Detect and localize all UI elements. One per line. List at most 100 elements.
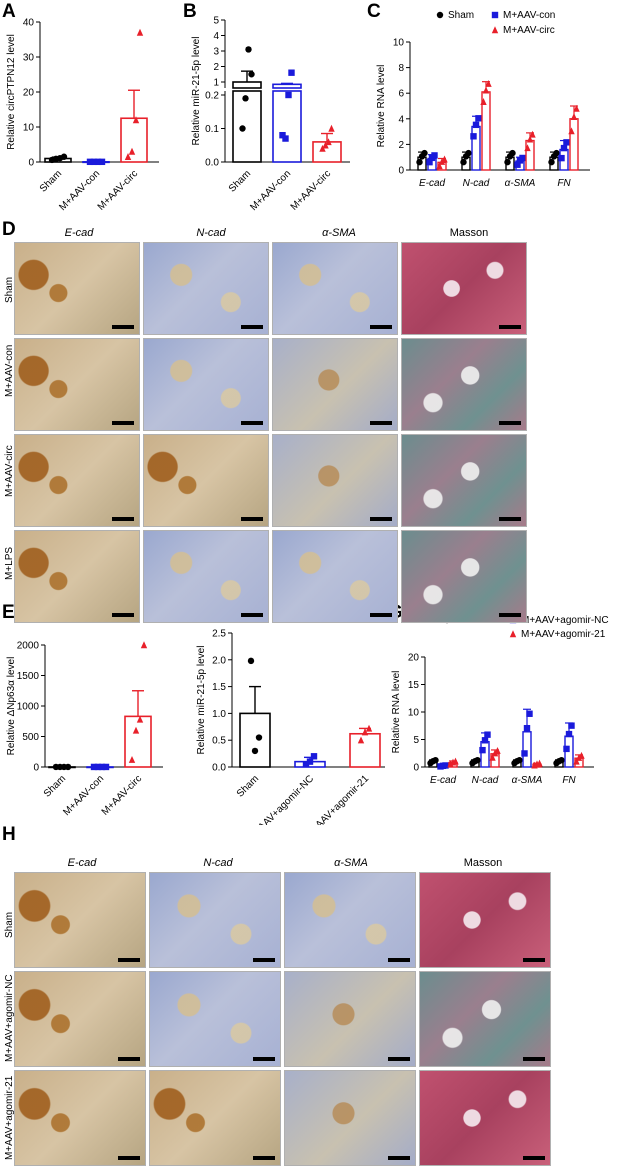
F-ytick-label-4: 2.0 <box>212 655 226 666</box>
chart-g: Relative RNA level 0 5 10 15 20 E-cad N-cad α-SM… <box>391 615 609 786</box>
E-point-2-1 <box>132 726 140 734</box>
E-point-1-2 <box>98 763 106 771</box>
scale-bar <box>253 1156 275 1160</box>
E-ytick-label-2: 1000 <box>17 702 40 713</box>
G-ylabel: Relative RNA level <box>391 671 402 754</box>
micrograph-sham-asma <box>272 242 398 335</box>
F-point-1-0 <box>302 761 310 768</box>
panel-label-d: D <box>2 219 16 240</box>
F-ytick-label-0: 0.0 <box>212 763 226 774</box>
micrograph-m-aav-con-ncad <box>143 338 269 431</box>
E-ytick-label-4: 2000 <box>17 641 40 652</box>
G-point-2-1-0 <box>521 750 528 757</box>
G-xlabel-2: α-SMA <box>512 775 543 786</box>
A-xlabel-2: M+AAV-circ <box>96 168 140 212</box>
G-bar-2-1 <box>522 731 532 768</box>
C-ytick-label-3: 6 <box>398 89 404 100</box>
chart-b: Relative miR-21-5p level 1 2 3 4 5 0.0 0.1 0.2 Sh… <box>191 16 350 213</box>
scale-bar <box>523 958 545 962</box>
A-ytick-label-2: 20 <box>23 88 35 99</box>
G-point-2-1-2 <box>526 710 533 717</box>
scale-bar <box>499 613 521 617</box>
G-point-3-2-2 <box>578 751 585 759</box>
panel-label-a: A <box>2 1 16 22</box>
E-point-0-3 <box>64 763 72 771</box>
E-ylabel: Relative ΔNp63α level <box>6 657 17 756</box>
G-point-3-1-1 <box>565 730 573 738</box>
B-point-0-2 <box>245 46 252 53</box>
C-ytick-label-1: 2 <box>398 140 404 151</box>
micrograph-m-aav-agomir-nc-asma <box>284 971 416 1067</box>
B-point-1-3 <box>288 69 295 76</box>
micrograph-m-aav-circ-masson <box>401 434 527 527</box>
A-ytick-label-4: 40 <box>23 18 35 29</box>
C-point-2-0-2 <box>509 149 516 157</box>
B-bar-lower-0 <box>232 90 262 163</box>
C-point-3-0-2 <box>553 149 560 157</box>
A-ytick-label-3: 30 <box>23 53 35 64</box>
C-ytick-label-4: 8 <box>398 63 404 74</box>
F-point-2-2 <box>365 724 373 732</box>
A-point-2-2 <box>132 116 140 124</box>
micrograph-m-aav-circ-ecad <box>14 434 140 527</box>
C-legend-label-1: M+AAV-con <box>503 10 555 21</box>
G-point-1-1-0 <box>479 746 486 754</box>
micrograph-sham-masson <box>419 872 551 968</box>
micrograph-sham-ncad <box>143 242 269 335</box>
G-point-0-1-2 <box>442 762 449 769</box>
G-ytick-label-4: 20 <box>408 653 420 664</box>
scale-bar <box>370 421 392 425</box>
F-ytick-label-5: 2.5 <box>212 629 226 640</box>
A-point-1-2 <box>94 158 102 166</box>
C-point-0-1-0 <box>426 158 433 166</box>
chart-a: Relative circPTPN12 level010203040ShamM+… <box>6 18 159 213</box>
A-bar-2 <box>120 117 148 163</box>
C-point-2-1-0 <box>514 161 521 168</box>
G-bar-1-1 <box>480 740 490 768</box>
h-col-head-0: E-cad <box>67 857 97 869</box>
micrograph-m-aav-agomir-nc-masson <box>419 971 551 1067</box>
C-point-3-2-1 <box>570 113 578 120</box>
C-xlabel-3: FN <box>557 178 571 189</box>
B-ytick-label-top-4: 5 <box>213 16 219 27</box>
G-point-2-2-2 <box>536 759 543 767</box>
F-point-2-0 <box>357 736 365 744</box>
F-point-1-1 <box>306 758 314 765</box>
G-point-2-0-2 <box>516 756 523 764</box>
G-point-3-2-0 <box>573 757 580 765</box>
micrograph-m-aav-con-ecad <box>14 338 140 431</box>
scale-bar <box>118 1057 140 1061</box>
F-point-2-1 <box>361 728 369 736</box>
E-point-1-1 <box>94 763 102 771</box>
G-point-1-2-0 <box>489 753 496 761</box>
micrograph-m-aav-con-masson <box>401 338 527 431</box>
F-ytick-label-3: 1.5 <box>212 682 226 693</box>
G-point-2-1-1 <box>523 724 531 732</box>
C-legend-label-0: Sham <box>448 10 474 21</box>
B-ytick-label-top-3: 4 <box>213 31 219 42</box>
scale-bar <box>388 1057 410 1061</box>
B-ytick-label-bottom-0: 0.0 <box>205 158 219 169</box>
micrograph-m-lps-ecad <box>14 530 140 623</box>
G-point-1-1-2 <box>484 731 491 738</box>
B-xlabel-0: Sham <box>227 168 253 194</box>
scale-bar <box>499 517 521 521</box>
C-point-1-2-0 <box>480 98 487 105</box>
chart-c: Relative RNA level 0 2 4 6 8 10 E-cad N-cad α-SMA… <box>376 10 590 189</box>
scale-bar <box>388 1156 410 1160</box>
C-point-3-2-0 <box>568 127 575 135</box>
E-ytick-label-0: 0 <box>33 763 39 774</box>
C-point-2-2-2 <box>529 130 536 138</box>
A-point-1-0 <box>86 158 94 166</box>
chart-e: Relative ΔNp63α level 0 500 1000 1500 2000 Sha… <box>6 641 163 818</box>
C-point-1-2-2 <box>485 80 492 87</box>
scale-bar <box>370 325 392 329</box>
B-point-1-1 <box>282 135 289 142</box>
E-point-2-0 <box>128 755 136 763</box>
micrograph-m-aav-agomir-21-asma <box>284 1070 416 1166</box>
A-ytick-label-1: 10 <box>23 123 35 134</box>
micrograph-sham-ecad <box>14 872 146 968</box>
panel-label-e: E <box>2 602 15 623</box>
G-legend-marker-2 <box>509 630 517 638</box>
E-xlabel-1: M+AAV-con <box>61 773 106 818</box>
